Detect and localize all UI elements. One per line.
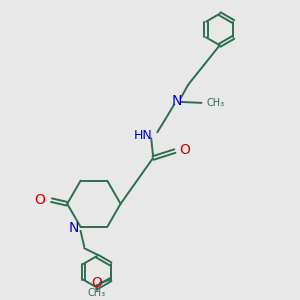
Text: O: O <box>179 142 190 157</box>
Text: O: O <box>34 193 45 207</box>
Text: N: N <box>69 220 79 235</box>
Text: HN: HN <box>134 129 152 142</box>
Text: N: N <box>172 94 182 108</box>
Text: CH₃: CH₃ <box>87 288 105 298</box>
Text: O: O <box>91 276 102 290</box>
Text: CH₃: CH₃ <box>207 98 225 108</box>
